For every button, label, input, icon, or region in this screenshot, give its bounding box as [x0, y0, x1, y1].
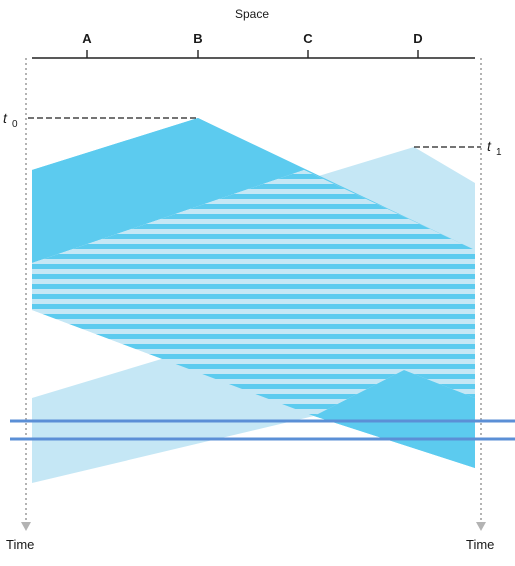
t0-label: t — [3, 110, 8, 126]
time-label-left: Time — [6, 537, 34, 552]
signal-from-b-body — [32, 118, 304, 263]
signal-from-d-tail — [314, 370, 475, 468]
node-label-a: A — [82, 31, 92, 46]
collision-stripe — [32, 294, 475, 299]
collision-stripe — [32, 374, 475, 379]
collision-stripe — [32, 204, 475, 209]
node-label-b: B — [193, 31, 202, 46]
collision-stripe — [32, 314, 475, 319]
t1-label: t — [487, 138, 492, 154]
t0-subscript: 0 — [12, 119, 18, 130]
collision-stripe — [32, 354, 475, 359]
collision-stripe — [32, 224, 475, 229]
collision-stripe — [32, 284, 475, 289]
node-label-d: D — [413, 31, 422, 46]
collision-stripe — [32, 254, 475, 259]
collision-stripe — [32, 334, 475, 339]
t1-subscript: 1 — [496, 147, 502, 158]
collision-stripe — [32, 274, 475, 279]
collision-stripe — [32, 234, 475, 239]
timeline-left-arrow — [21, 522, 31, 531]
node-label-c: C — [303, 31, 313, 46]
collision-stripe — [32, 264, 475, 269]
timeline-right-arrow — [476, 522, 486, 531]
collision-stripe — [32, 364, 475, 369]
collision-stripe — [32, 344, 475, 349]
collision-stripe — [32, 324, 475, 329]
collision-stripe — [32, 214, 475, 219]
time-label-right: Time — [466, 537, 494, 552]
collision-stripe — [32, 384, 475, 389]
collision-stripe — [32, 304, 475, 309]
collision-stripe — [32, 194, 475, 199]
space-axis-title: Space — [235, 7, 269, 21]
collision-stripe — [32, 244, 475, 249]
